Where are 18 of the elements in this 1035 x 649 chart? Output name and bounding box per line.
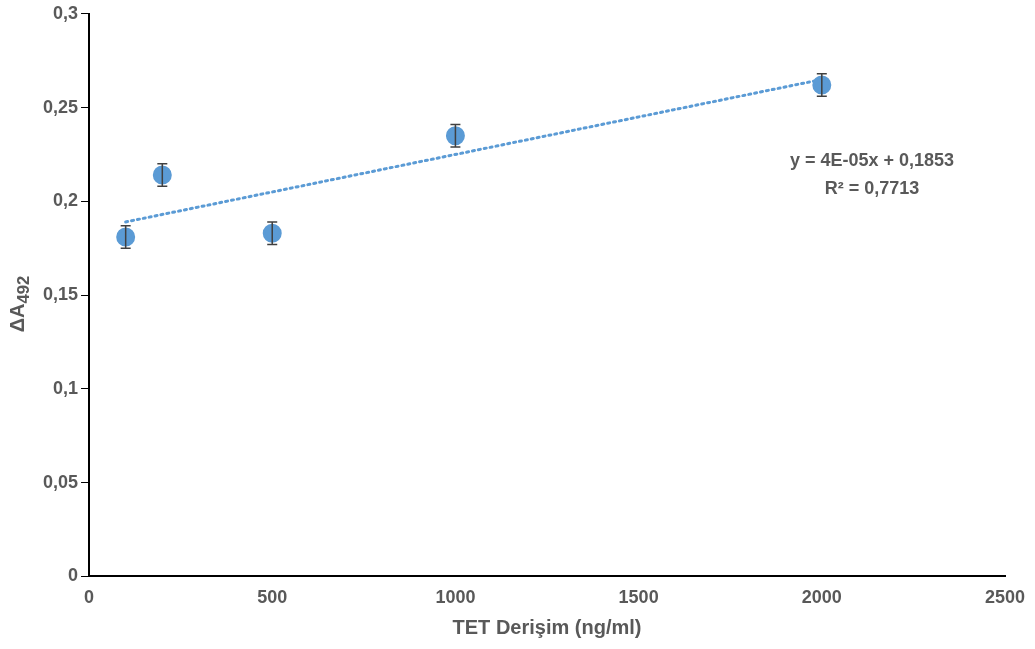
y-tick-label: 0,1 <box>53 377 79 398</box>
x-tick-label: 500 <box>257 587 288 608</box>
x-axis-title: TET Derişim (ng/ml) <box>452 615 642 638</box>
y-tick-label: 0,25 <box>42 96 79 117</box>
x-tick-label: 2000 <box>801 587 842 608</box>
y-tick-label: 0,15 <box>42 284 79 305</box>
x-tick-label: 2500 <box>984 587 1026 608</box>
y-tick-label: 0,3 <box>53 2 79 23</box>
annotation: R² = 0,7713 <box>824 178 920 198</box>
point <box>152 165 172 185</box>
annotation: y = 4E-05x + 0,1853 <box>789 150 955 170</box>
y-tick-label: 0,05 <box>42 471 79 492</box>
y-tick-label: 0 <box>68 565 79 586</box>
x-tick-label: 1500 <box>618 587 659 608</box>
y-tick-label: 0,2 <box>53 190 79 211</box>
x-tick-label: 1000 <box>435 587 476 608</box>
x-tick-label: 0 <box>84 587 95 608</box>
point <box>445 126 465 146</box>
